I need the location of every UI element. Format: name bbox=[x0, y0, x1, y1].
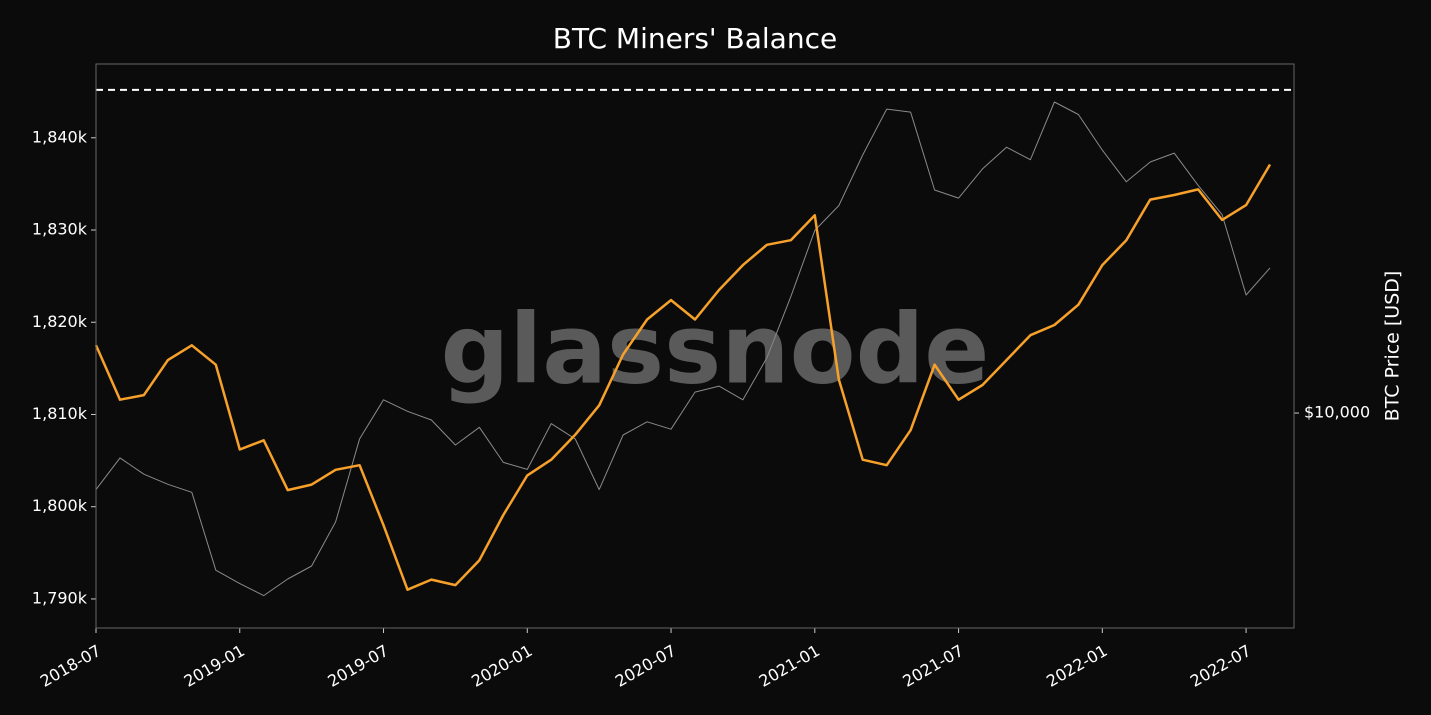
y2-tick-label: $10,000 bbox=[1304, 403, 1370, 422]
price-line bbox=[95, 101, 1271, 597]
plot-frame bbox=[95, 63, 1295, 629]
y-tick-label: 1,810k bbox=[32, 404, 88, 423]
y2-axis-label: BTC Price [USD] bbox=[1382, 271, 1404, 422]
y-tick-label: 1,830k bbox=[32, 220, 88, 239]
chart-title: BTC Miners' Balance bbox=[553, 22, 837, 55]
watermark: glassnode bbox=[441, 293, 990, 405]
y-tick-label: 1,820k bbox=[32, 312, 88, 331]
y-tick-label: 1,790k bbox=[32, 588, 88, 607]
y-tick-label: 1,800k bbox=[32, 496, 88, 515]
y-tick-label: 1,840k bbox=[32, 127, 88, 146]
balance-line bbox=[94, 163, 1272, 591]
